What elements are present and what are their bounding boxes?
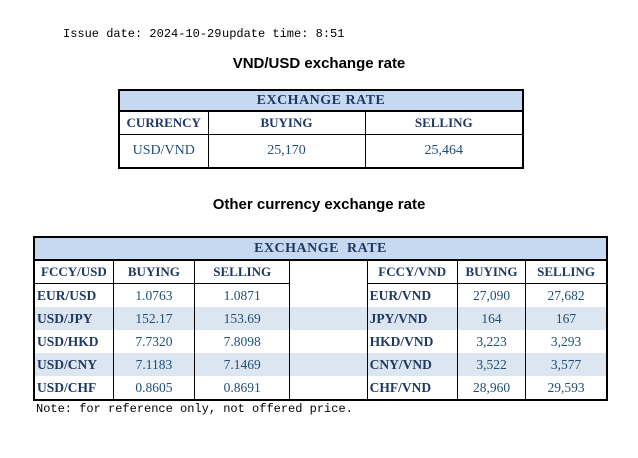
other-currency-rate-table: EXCHANGE RATE FCCY/USD BUYING SELLING FCCY/…	[33, 236, 608, 401]
currency-pair: USD/CNY	[33, 353, 114, 376]
rate-value: 7.1469	[194, 353, 291, 376]
rate-row: USD/JPY 152.17 153.69 JPY/VND 164 167	[33, 307, 608, 330]
column-header: CURRENCY	[118, 110, 209, 135]
currency-pair: JPY/VND	[366, 307, 458, 330]
currency-pair: EUR/USD	[33, 283, 114, 307]
column-header: BUYING	[207, 110, 366, 135]
rate-value: 7.7320	[112, 330, 196, 353]
currency-pair: USD/VND	[118, 134, 209, 169]
table1-title: VND/USD exchange rate	[232, 55, 406, 72]
column-header: BUYING	[456, 259, 527, 284]
rate-value: 28,960	[456, 376, 527, 400]
column-header: SELLING	[364, 110, 524, 135]
rate-value: 1.0763	[112, 283, 196, 307]
rate-value: 0.8605	[112, 376, 196, 400]
usd-vnd-rate-table: EXCHANGE RATE CURRENCY BUYING SELLING USD/…	[118, 89, 525, 169]
rate-value: 167	[525, 307, 608, 330]
rate-value: 3,223	[456, 330, 527, 353]
rate-value: 1.0871	[194, 283, 291, 307]
currency-pair: CHF/VND	[366, 376, 458, 400]
rate-value: 25,464	[364, 134, 524, 169]
rate-row: USD/HKD 7.7320 7.8098 HKD/VND 3,223 3,293	[33, 330, 608, 353]
gap-spacer	[289, 259, 368, 284]
gap-spacer	[289, 283, 368, 307]
gap-spacer	[289, 307, 368, 330]
column-header: BUYING	[112, 259, 196, 284]
update-time: update time: 8:51	[222, 27, 345, 41]
currency-pair: HKD/VND	[366, 330, 458, 353]
rate-value: 3,577	[525, 353, 608, 376]
rate-value: 3,522	[456, 353, 527, 376]
table2-exchange-rate-header: EXCHANGE RATE	[34, 237, 607, 261]
meta-line: Issue date: 2024-10-29 update time: 8:51	[0, 27, 638, 43]
table1-exchange-rate-header: EXCHANGE RATE	[119, 90, 524, 112]
rate-row: EUR/USD 1.0763 1.0871 EUR/VND 27,090 27,682	[33, 283, 608, 307]
table2-title: Other currency exchange rate	[212, 196, 426, 213]
note-text: Note: for reference only, not offered pr…	[36, 402, 353, 416]
rate-value: 7.8098	[194, 330, 291, 353]
rate-value: 27,090	[456, 283, 527, 307]
rate-row: USD/CHF 0.8605 0.8691 CHF/VND 28,960 29,593	[33, 376, 608, 400]
currency-pair: USD/CHF	[33, 376, 114, 400]
rate-value: 3,293	[525, 330, 608, 353]
issue-date: Issue date: 2024-10-29	[63, 27, 222, 41]
column-header: SELLING	[525, 259, 608, 284]
currency-pair: USD/HKD	[33, 330, 114, 353]
rate-value: 25,170	[207, 134, 366, 169]
column-header: FCCY/VND	[366, 259, 458, 284]
rate-value: 7.1183	[112, 353, 196, 376]
rate-value: 152.17	[112, 307, 196, 330]
rate-value: 29,593	[525, 376, 608, 400]
table2-column-header-row: FCCY/USD BUYING SELLING FCCY/VND BUYING SELLI…	[33, 259, 608, 284]
column-header: SELLING	[194, 259, 291, 284]
table1-column-header-row: CURRENCY BUYING SELLING	[118, 110, 524, 135]
gap-spacer	[289, 330, 368, 353]
rate-row: USD/VND 25,170 25,464	[118, 134, 524, 169]
column-header: FCCY/USD	[33, 259, 114, 284]
gap-spacer	[289, 376, 368, 400]
rate-value: 153.69	[194, 307, 291, 330]
currency-pair: EUR/VND	[366, 283, 458, 307]
rate-value: 164	[456, 307, 527, 330]
rate-value: 27,682	[525, 283, 608, 307]
rate-value: 0.8691	[194, 376, 291, 400]
currency-pair: USD/JPY	[33, 307, 114, 330]
currency-pair: CNY/VND	[366, 353, 458, 376]
rate-row: USD/CNY 7.1183 7.1469 CNY/VND 3,522 3,577	[33, 353, 608, 376]
gap-spacer	[289, 353, 368, 376]
